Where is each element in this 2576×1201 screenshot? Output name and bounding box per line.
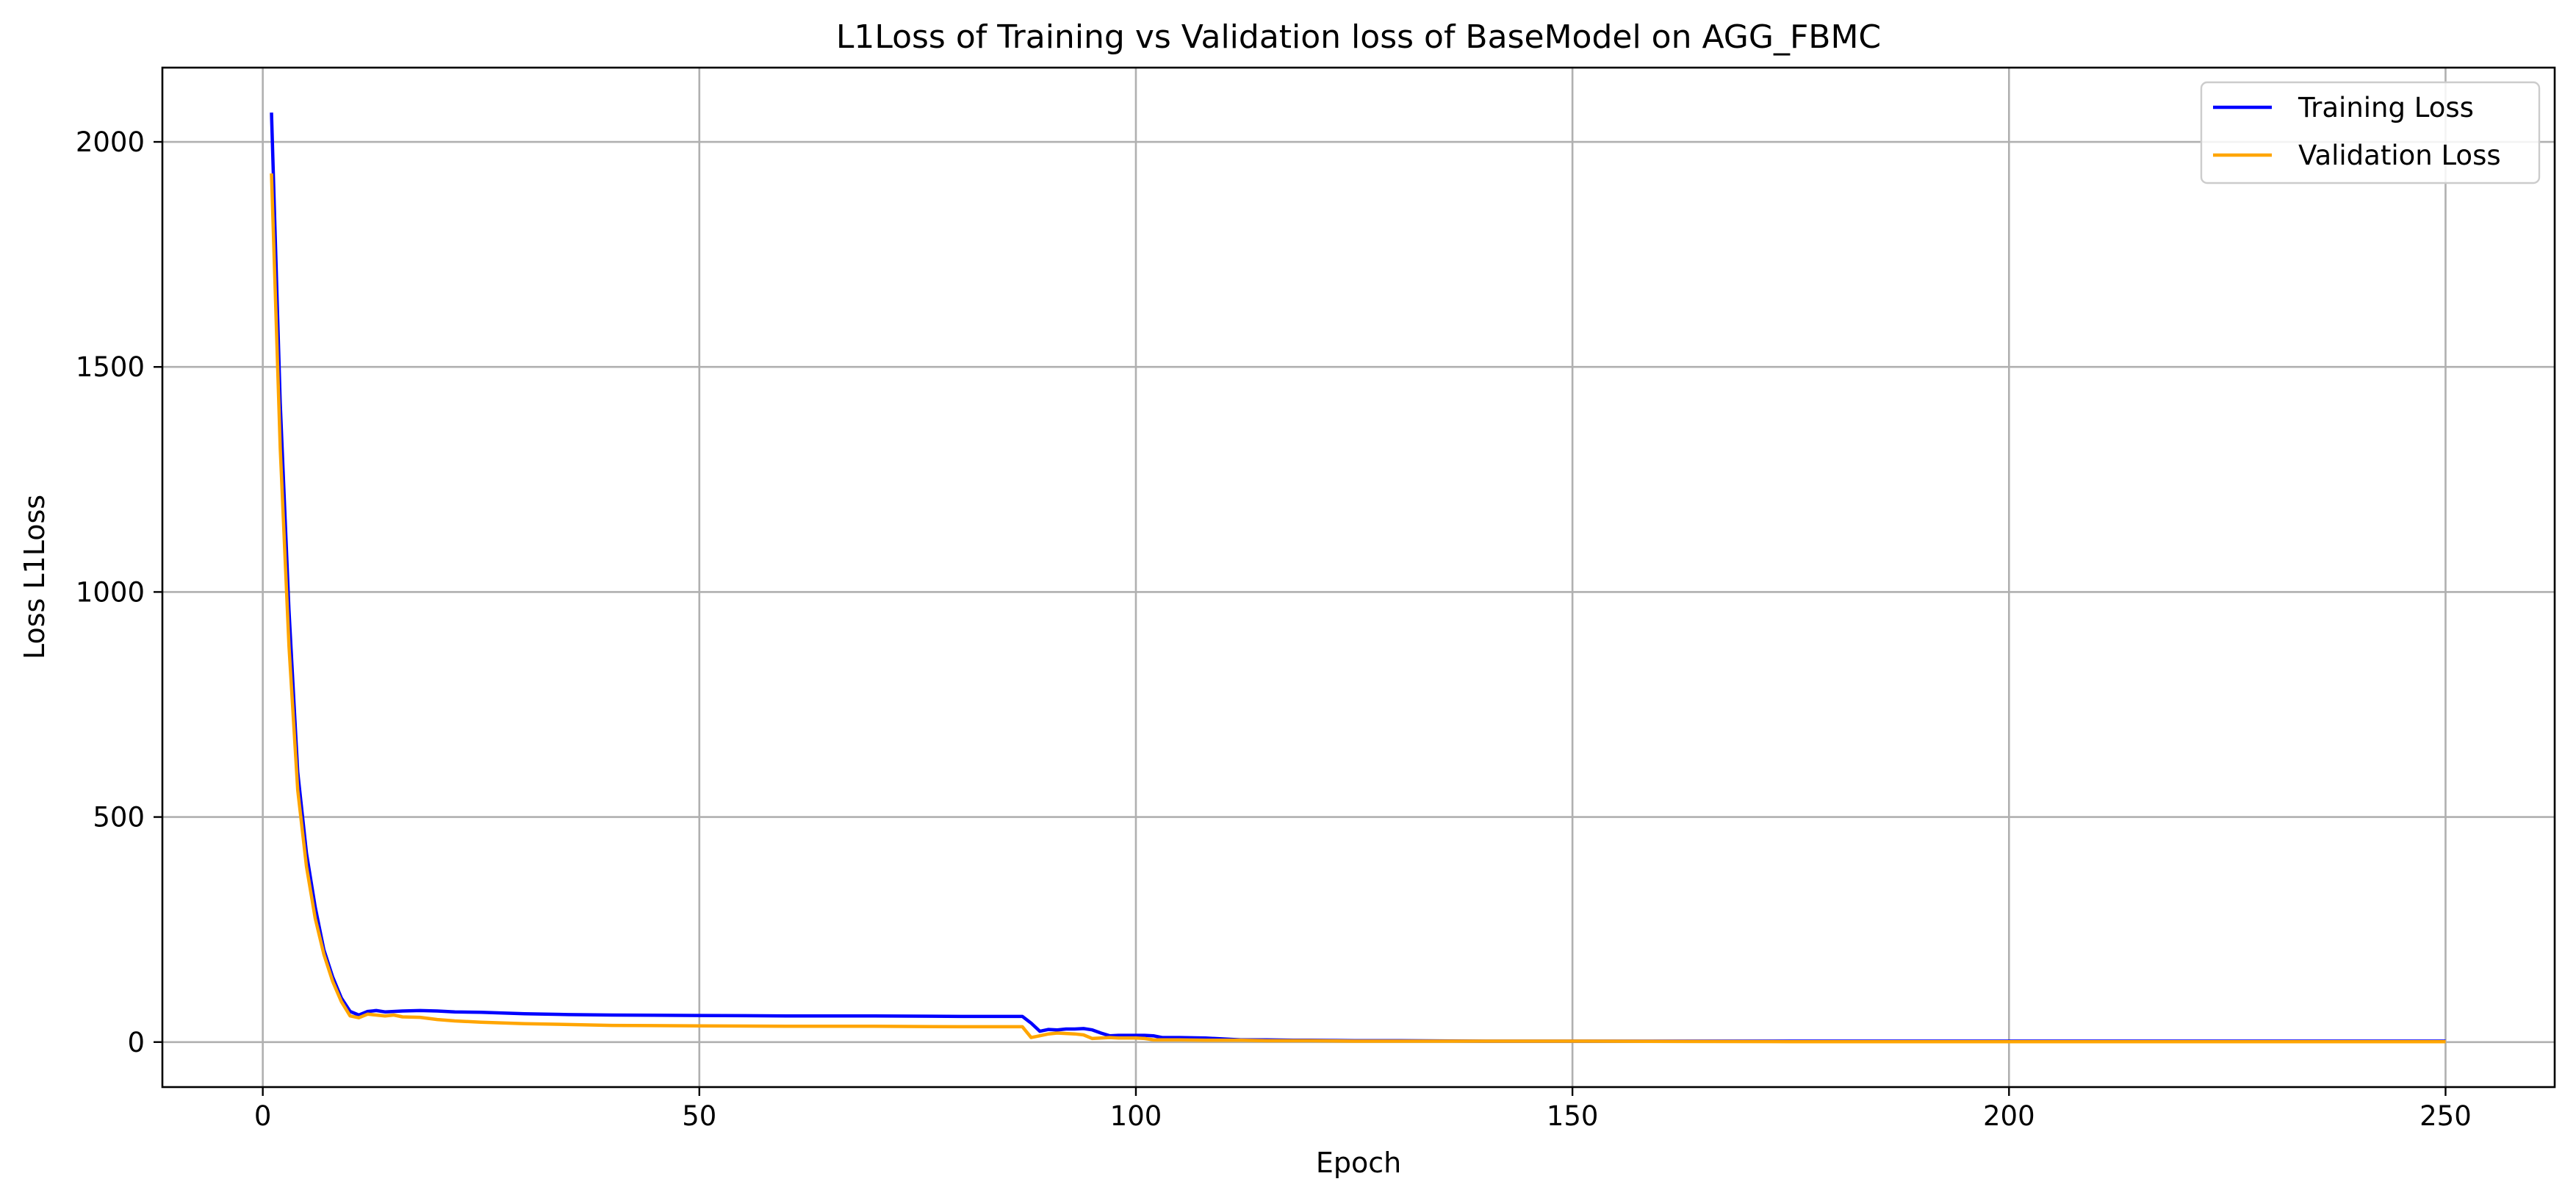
plot-frame (161, 66, 2556, 1089)
y-tick-label: 1500 (76, 351, 145, 383)
y-axis-label: Loss L1Loss (18, 495, 51, 659)
legend: Training Loss Validation Loss (2200, 81, 2541, 184)
x-tick-label: 150 (1547, 1100, 1599, 1132)
y-tick-label: 1000 (76, 576, 145, 608)
validation-loss-line (270, 173, 2446, 1044)
x-tick-label: 0 (254, 1100, 272, 1132)
x-tick-label: 50 (682, 1100, 716, 1132)
grid-lines (162, 68, 2555, 1087)
y-tick-label: 500 (93, 802, 145, 833)
training-loss-line (270, 112, 2446, 1043)
x-tick-label: 100 (1110, 1100, 1162, 1132)
x-tick-label: 200 (1983, 1100, 2035, 1132)
series-lines (270, 112, 2446, 1044)
legend-label-training: Training Loss (2298, 92, 2474, 123)
legend-box (2200, 81, 2541, 184)
x-tick-label: 250 (2420, 1100, 2472, 1132)
x-axis-label: Epoch (1316, 1147, 1401, 1179)
chart-title: L1Loss of Training vs Validation loss of… (836, 18, 1881, 56)
legend-label-validation: Validation Loss (2298, 140, 2501, 171)
y-tick-label: 2000 (76, 126, 145, 158)
axis-ticks: 0 50 100 150 200 250 0 500 1000 1500 2000 (76, 126, 2472, 1132)
y-tick-label: 0 (127, 1027, 145, 1058)
